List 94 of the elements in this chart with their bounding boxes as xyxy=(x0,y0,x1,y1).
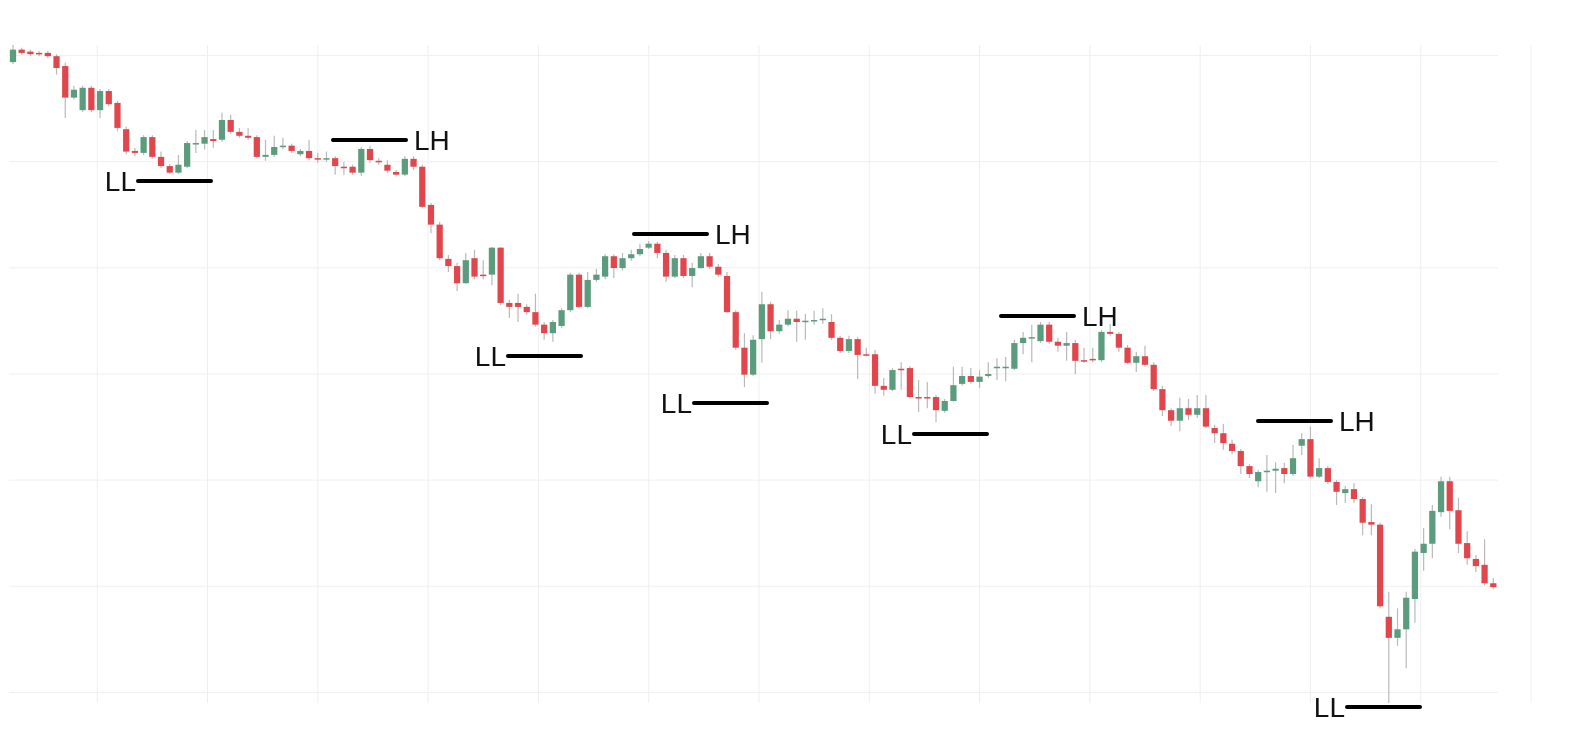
candlestick xyxy=(1176,397,1183,432)
candlestick xyxy=(1350,482,1358,504)
annotation: LL xyxy=(104,165,136,197)
candlestick xyxy=(201,129,208,151)
candlestick xyxy=(1237,448,1244,475)
annotation: LL xyxy=(474,340,506,372)
candlestick xyxy=(96,88,104,119)
candlestick xyxy=(1159,385,1166,417)
annotation: LH xyxy=(1082,300,1118,332)
candlestick xyxy=(1037,321,1044,344)
candlestick xyxy=(427,202,435,234)
candlestick xyxy=(1316,457,1323,479)
candlestick xyxy=(332,155,339,176)
candlestick xyxy=(689,262,696,288)
candlestick xyxy=(1080,347,1088,364)
candlestick xyxy=(950,366,957,403)
candlestick xyxy=(253,134,260,159)
annotation: LH xyxy=(414,124,450,156)
candlestick xyxy=(1333,479,1340,506)
candlestick xyxy=(131,147,139,157)
candlestick xyxy=(305,139,313,161)
candlestick xyxy=(1359,496,1366,536)
annotation: LL xyxy=(660,387,692,419)
candlestick xyxy=(1194,394,1201,419)
candlestick xyxy=(1464,530,1471,566)
candlestick xyxy=(610,253,617,279)
candlestick xyxy=(53,53,60,76)
candlestick xyxy=(401,155,408,177)
annotation: LH xyxy=(1339,405,1375,437)
candlestick xyxy=(1220,423,1227,451)
candlestick xyxy=(1272,461,1279,494)
candlestick xyxy=(1141,345,1149,368)
candlestick xyxy=(602,253,609,280)
candlestick xyxy=(1394,607,1401,647)
candlestick xyxy=(506,299,513,319)
candlestick xyxy=(149,134,156,160)
annotation: LL xyxy=(880,418,912,450)
candlestick xyxy=(1368,503,1375,536)
candlestick xyxy=(784,309,792,328)
candlestick xyxy=(1072,339,1079,375)
candlestick xyxy=(1019,331,1027,355)
candlestick xyxy=(88,85,95,113)
candlestick xyxy=(218,112,226,143)
candlestick xyxy=(175,154,182,175)
candlestick xyxy=(1028,324,1035,363)
candlestick xyxy=(1481,538,1488,586)
candlestick xyxy=(828,313,835,341)
candlestick xyxy=(636,243,644,257)
candlestick xyxy=(662,249,670,283)
candlestick xyxy=(854,336,861,380)
candlestick xyxy=(549,319,556,343)
candlestick xyxy=(262,139,269,162)
candlestick xyxy=(1211,424,1218,444)
candlestick xyxy=(1054,337,1062,353)
candlestick xyxy=(393,169,400,178)
candlestick xyxy=(462,252,469,285)
annotation: LH xyxy=(715,218,751,250)
candlestick xyxy=(79,85,86,113)
candlestick xyxy=(227,114,234,135)
candlestick xyxy=(1202,394,1210,429)
candlestick xyxy=(532,293,539,328)
candlestick xyxy=(1046,321,1053,345)
candlestick xyxy=(1133,351,1140,373)
annotation: LL xyxy=(1313,691,1345,723)
candlestick xyxy=(453,262,461,292)
candlestick xyxy=(1298,432,1305,456)
candlestick xyxy=(1289,444,1297,477)
candlestick xyxy=(192,129,199,154)
candlestick xyxy=(184,140,191,169)
candlestick xyxy=(1115,331,1122,353)
candlestick xyxy=(244,127,252,141)
candlestick xyxy=(471,249,478,280)
candlestick xyxy=(1385,591,1392,703)
candlestick xyxy=(671,254,678,279)
candlestick xyxy=(271,135,278,158)
candlestick xyxy=(932,394,940,423)
candlestick xyxy=(558,307,565,329)
candlestick xyxy=(1124,344,1131,365)
candlestick xyxy=(1281,462,1288,484)
candlestick xyxy=(140,134,147,156)
candlestick xyxy=(123,125,130,155)
candlestick xyxy=(9,45,17,65)
candlestick xyxy=(810,310,818,326)
candlestick xyxy=(915,379,922,413)
candlestick xyxy=(680,254,687,279)
candlestick xyxy=(1185,398,1192,421)
candlestick xyxy=(1472,554,1479,573)
candlestick xyxy=(959,366,966,387)
candlestick xyxy=(514,293,522,323)
candlestick xyxy=(889,367,896,392)
candlestick xyxy=(358,146,365,177)
candlestick xyxy=(924,381,931,409)
candlestick xyxy=(1063,331,1070,362)
candlestick xyxy=(1420,527,1427,572)
